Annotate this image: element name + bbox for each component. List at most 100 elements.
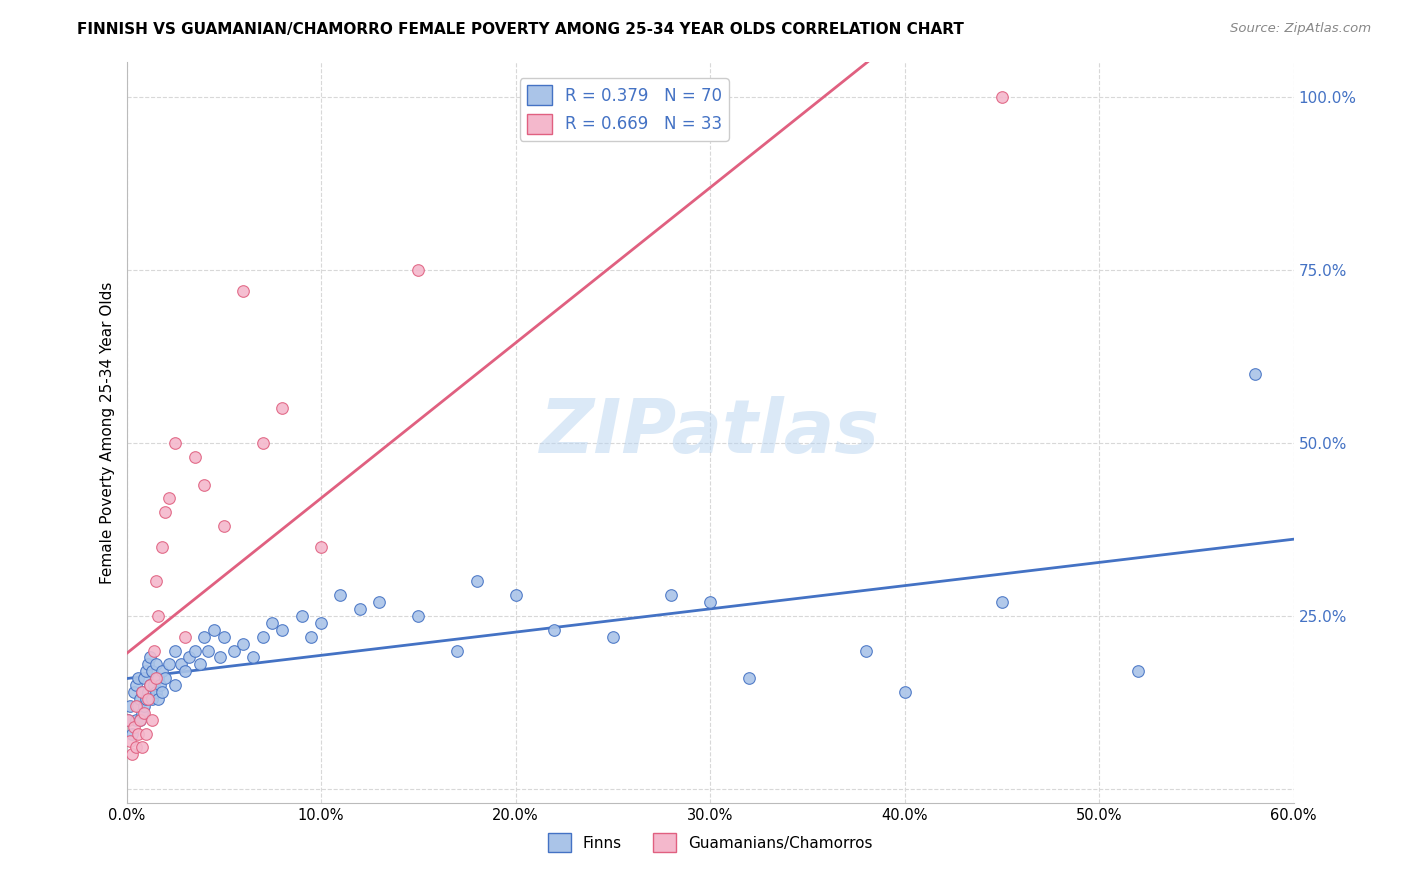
Point: [125, 740, 148, 755]
Point: [252, 436, 274, 450]
Point: [141, 665, 163, 679]
Point: [146, 609, 169, 624]
Point: [132, 706, 155, 720]
Point: [349, 602, 371, 616]
Point: [136, 685, 159, 699]
Point: [262, 615, 284, 630]
Point: [543, 623, 565, 637]
Point: [142, 678, 165, 692]
Point: [124, 720, 146, 734]
Point: [131, 740, 153, 755]
Point: [990, 595, 1012, 609]
Point: [222, 643, 245, 657]
Point: [1126, 665, 1149, 679]
Point: [121, 747, 143, 762]
Point: [127, 698, 149, 713]
Legend: Finns, Guamanians/Chamorros: Finns, Guamanians/Chamorros: [541, 827, 879, 858]
Point: [145, 657, 167, 672]
Point: [990, 90, 1012, 104]
Text: ZIPatlas: ZIPatlas: [540, 396, 880, 469]
Point: [174, 630, 197, 644]
Point: [602, 630, 624, 644]
Point: [174, 665, 197, 679]
Point: [131, 706, 153, 720]
Point: [145, 685, 167, 699]
Point: [177, 650, 200, 665]
Point: [505, 588, 527, 602]
Y-axis label: Female Poverty Among 25-34 Year Olds: Female Poverty Among 25-34 Year Olds: [100, 282, 115, 583]
Point: [208, 650, 231, 665]
Point: [242, 650, 264, 665]
Point: [136, 657, 159, 672]
Point: [197, 643, 219, 657]
Point: [141, 692, 163, 706]
Point: [855, 643, 877, 657]
Point: [129, 692, 152, 706]
Point: [125, 698, 148, 713]
Point: [232, 284, 254, 298]
Point: [131, 685, 153, 699]
Point: [1243, 367, 1265, 381]
Point: [135, 665, 157, 679]
Point: [170, 657, 193, 672]
Point: [131, 685, 153, 699]
Point: [699, 595, 721, 609]
Point: [149, 678, 172, 692]
Point: [271, 623, 294, 637]
Point: [193, 630, 215, 644]
Point: [121, 726, 143, 740]
Point: [309, 615, 332, 630]
Point: [142, 643, 165, 657]
Point: [446, 643, 468, 657]
Point: [141, 713, 163, 727]
Point: [136, 692, 159, 706]
Point: [212, 519, 235, 533]
Point: [139, 678, 162, 692]
Point: [145, 671, 167, 685]
Point: [127, 671, 149, 685]
Point: [157, 657, 180, 672]
Point: [125, 713, 148, 727]
Point: [193, 477, 215, 491]
Point: [165, 643, 187, 657]
Point: [190, 657, 212, 672]
Point: [132, 698, 155, 713]
Point: [155, 671, 177, 685]
Point: [125, 678, 148, 692]
Point: [139, 678, 162, 692]
Point: [271, 401, 294, 416]
Point: [299, 630, 322, 644]
Point: [150, 540, 173, 554]
Point: [659, 588, 682, 602]
Point: [232, 637, 254, 651]
Point: [893, 685, 915, 699]
Point: [157, 491, 180, 506]
Point: [368, 595, 391, 609]
Point: [252, 630, 274, 644]
Point: [129, 713, 152, 727]
Point: [135, 726, 157, 740]
Point: [183, 450, 205, 464]
Point: [145, 574, 167, 589]
Text: FINNISH VS GUAMANIAN/CHAMORRO FEMALE POVERTY AMONG 25-34 YEAR OLDS CORRELATION C: FINNISH VS GUAMANIAN/CHAMORRO FEMALE POV…: [77, 22, 965, 37]
Point: [150, 665, 173, 679]
Point: [120, 733, 142, 747]
Point: [408, 609, 430, 624]
Point: [202, 623, 225, 637]
Point: [139, 650, 162, 665]
Point: [127, 726, 149, 740]
Point: [146, 692, 169, 706]
Point: [329, 588, 352, 602]
Point: [309, 540, 332, 554]
Point: [129, 713, 152, 727]
Point: [738, 671, 761, 685]
Point: [120, 698, 142, 713]
Point: [135, 692, 157, 706]
Point: [155, 505, 177, 519]
Point: [165, 436, 187, 450]
Point: [212, 630, 235, 644]
Point: [132, 671, 155, 685]
Point: [150, 685, 173, 699]
Point: [117, 713, 139, 727]
Point: [465, 574, 488, 589]
